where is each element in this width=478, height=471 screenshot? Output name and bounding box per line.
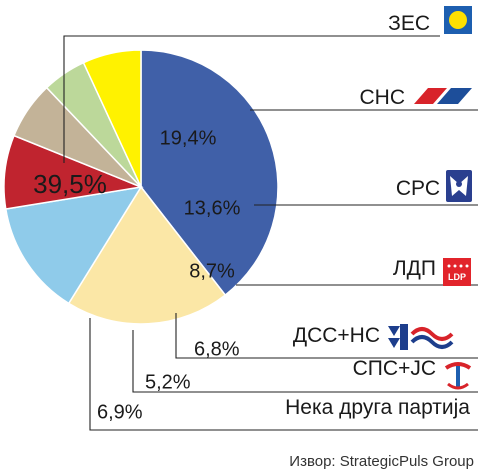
percent-label-5: 5,2%: [145, 371, 191, 393]
party-logos: LDP: [388, 6, 472, 390]
leader-line-0: [63, 35, 440, 163]
percent-label-6: 6,9%: [97, 401, 143, 423]
sps-js-logo-icon: [444, 362, 472, 390]
party-label-2: СРС: [396, 177, 440, 200]
party-label-6: Нека друга партија: [285, 396, 470, 419]
leader-line-6: [89, 318, 478, 431]
zes-logo-icon: [444, 6, 472, 34]
slice-0: [140, 49, 279, 297]
slice-6: [82, 49, 142, 188]
percent-label-4: 6,8%: [194, 338, 240, 360]
leader-line-4: [175, 313, 478, 359]
percent-label-0: 39,5%: [33, 169, 107, 199]
ldp-logo-icon: LDP: [443, 258, 471, 286]
party-label-3: ЛДП: [393, 257, 436, 280]
percent-label-3: 8,7%: [189, 260, 235, 282]
party-label-4: ДСС+НС: [293, 324, 380, 347]
leader-lines: [63, 35, 478, 431]
party-label-0: ЗЕС: [388, 12, 430, 35]
percent-labels: 39,5% 19,4% 13,6% 8,7% 6,8%5,2%6,9%: [33, 127, 240, 423]
party-label-5: СПС+ЈС: [353, 357, 436, 380]
srs-logo-icon: [446, 170, 472, 202]
percent-label-1: 19,4%: [160, 127, 217, 149]
source-note: Извор: StrategicPuls Group: [289, 453, 474, 470]
percent-label-2: 13,6%: [184, 197, 241, 219]
sns-logo-icon: [414, 88, 472, 104]
party-label-1: СНС: [360, 86, 406, 109]
party-labels: ЗЕС СНС СРС ЛДП ДСС+НС СПС+ЈС Нека друга парти…: [285, 12, 470, 419]
slice-2: [4, 185, 143, 305]
dss-ns-logo-icon: [388, 324, 454, 350]
ldp-logo-text: LDP: [448, 272, 466, 282]
leader-line-5: [132, 330, 478, 393]
slice-1: [67, 185, 227, 325]
